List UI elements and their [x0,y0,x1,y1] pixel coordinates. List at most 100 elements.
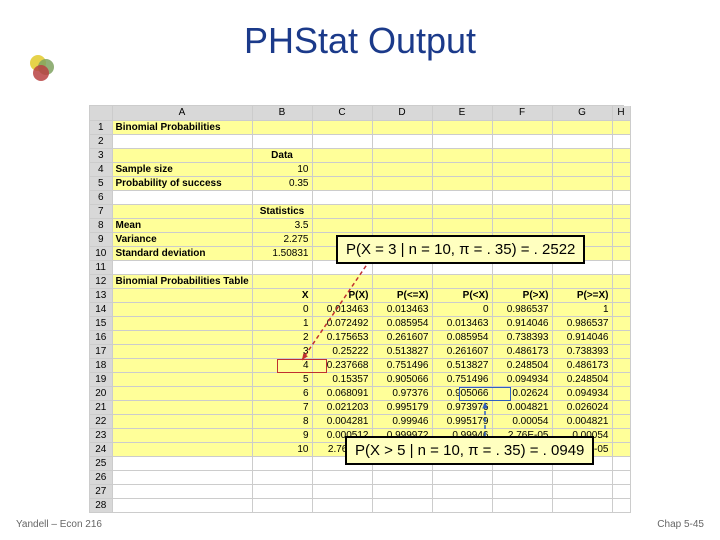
cell [612,484,630,498]
cell [372,218,432,232]
cell: 0.738393 [552,344,612,358]
row-header: 23 [90,428,112,442]
table-row: 6 [90,190,630,204]
highlight-box-red [277,359,327,373]
cell [552,204,612,218]
cell: 0.085954 [372,316,432,330]
cell [112,204,252,218]
table-row: 28 [90,498,630,512]
table-row: 27 [90,484,630,498]
cell: 0.914046 [552,330,612,344]
cell: 0.013463 [372,302,432,316]
table-row: 26 [90,470,630,484]
cell: 0.068091 [312,386,372,400]
cell [612,442,630,456]
cell: 0.085954 [432,330,492,344]
cell: 0.995179 [432,414,492,428]
cell: 0.986537 [492,302,552,316]
cell [252,484,312,498]
footer-left: Yandell – Econ 216 [16,519,102,530]
cell: 8 [252,414,312,428]
cell: Binomial Probabilities [112,120,252,134]
cell [612,218,630,232]
cell [252,470,312,484]
cell: 0.99946 [372,414,432,428]
cell: 0.513827 [372,344,432,358]
cell [112,134,252,148]
cell: Standard deviation [112,246,252,260]
cell [372,148,432,162]
cell [312,218,372,232]
cell [612,330,630,344]
cell [612,428,630,442]
cell: X [252,288,312,302]
cell [312,498,372,512]
cell: Probability of success [112,176,252,190]
row-header: 6 [90,190,112,204]
cell [612,498,630,512]
cell [612,414,630,428]
cell: Statistics [252,204,312,218]
cell: 0.00054 [492,414,552,428]
table-row: 13XP(X)P(<=X)P(<X)P(>X)P(>=X) [90,288,630,302]
cell [252,120,312,134]
cell [552,470,612,484]
cell: 1 [252,316,312,330]
cell [492,162,552,176]
cell: Binomial Probabilities Table [112,274,252,288]
row-header: 15 [90,316,112,330]
table-row: 2170.0212030.9951790.9739760.0048210.026… [90,400,630,414]
cell [492,484,552,498]
row-header: 3 [90,148,112,162]
cell: 0.094934 [492,372,552,386]
cell [312,484,372,498]
row-header: 1 [90,120,112,134]
cell [552,498,612,512]
cell: 0.25222 [312,344,372,358]
cell [312,204,372,218]
row-header: 18 [90,358,112,372]
cell [372,162,432,176]
bullet-decoration [30,55,60,85]
cell [112,148,252,162]
cell [252,498,312,512]
cell [372,274,432,288]
cell [612,344,630,358]
table-row: 2280.0042810.999460.9951790.000540.00482… [90,414,630,428]
row-header: 12 [90,274,112,288]
cell [492,134,552,148]
cell [612,274,630,288]
cell [312,120,372,134]
cell [112,288,252,302]
cell [112,484,252,498]
cell [372,204,432,218]
cell: 0.486173 [552,358,612,372]
cell [612,190,630,204]
cell [252,456,312,470]
cell: 1.50831 [252,246,312,260]
cell: P(<=X) [372,288,432,302]
cell [372,134,432,148]
cell [432,218,492,232]
cell: 1 [552,302,612,316]
cell [552,274,612,288]
cell: 0.995179 [372,400,432,414]
cell: Mean [112,218,252,232]
col-header: D [372,106,432,120]
col-header: B [252,106,312,120]
row-header: 21 [90,400,112,414]
cell: P(>X) [492,288,552,302]
row-header: 20 [90,386,112,400]
cell [312,134,372,148]
cell [112,372,252,386]
cell: 0.021203 [312,400,372,414]
cell [312,470,372,484]
cell [432,148,492,162]
cell [612,400,630,414]
row-header: 10 [90,246,112,260]
cell [612,162,630,176]
col-header: F [492,106,552,120]
row-header: 9 [90,232,112,246]
cell: 0.026024 [552,400,612,414]
cell: 10 [252,162,312,176]
